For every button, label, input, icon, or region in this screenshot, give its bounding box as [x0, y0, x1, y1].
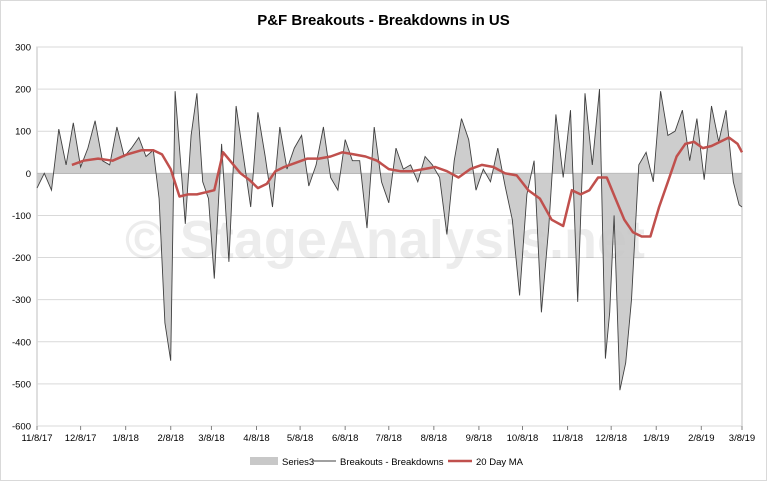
x-tick-label: 2/8/18 [158, 433, 184, 444]
series3-area [37, 89, 742, 391]
y-tick-label: -200 [12, 253, 31, 264]
x-tick-label: 6/8/18 [332, 433, 358, 444]
y-tick-label: -100 [12, 211, 31, 222]
y-tick-label: -300 [12, 295, 31, 306]
breakouts-breakdowns-line [36, 89, 743, 391]
x-tick-label: 1/8/19 [643, 433, 669, 444]
y-tick-label: -500 [12, 379, 31, 390]
y-tick-label: 200 [15, 85, 31, 96]
chart-title: P&F Breakouts - Breakdowns in US [257, 12, 510, 29]
legend-swatch-series3 [250, 457, 278, 465]
x-tick-label: 8/8/18 [421, 433, 447, 444]
y-tick-label: -400 [12, 337, 31, 348]
legend-label: Breakouts - Breakdowns [340, 457, 444, 468]
x-tick-label: 1/8/18 [112, 433, 138, 444]
breakouts-breakdowns-polyline [36, 89, 743, 391]
y-tick-label: -600 [12, 422, 31, 433]
x-tick-label: 11/8/17 [22, 433, 53, 444]
x-tick-label: 12/8/18 [595, 433, 627, 444]
x-tick-label: 3/8/19 [729, 433, 755, 444]
x-tick-label: 11/8/18 [552, 433, 583, 444]
y-axis: 300 200 100 0 -100 -200 -300 -400 -500 -600 [12, 43, 31, 433]
x-tick-label: 3/8/18 [198, 433, 224, 444]
x-tick-label: 2/8/19 [688, 433, 714, 444]
x-axis: 11/8/17 12/8/17 1/8/18 2/8/18 3/8/18 4/8/18 5/… [22, 426, 755, 444]
legend: Series3 Breakouts - Breakdowns 20 Day MA [250, 457, 524, 468]
x-tick-label: 7/8/18 [376, 433, 402, 444]
series3-area-fill [37, 89, 742, 391]
x-tick-label: 10/8/18 [507, 433, 539, 444]
y-tick-label: 0 [26, 169, 31, 180]
watermark: © StageAnalysis.net [125, 210, 645, 270]
x-tick-label: 12/8/17 [65, 433, 97, 444]
y-tick-label: 100 [15, 127, 31, 138]
ma-20-day-line [71, 136, 744, 238]
legend-label: 20 Day MA [476, 457, 524, 468]
y-tick-label: 300 [15, 43, 31, 54]
x-tick-label: 4/8/18 [243, 433, 269, 444]
x-tick-label: 9/8/18 [466, 433, 492, 444]
x-tick-label: 5/8/18 [287, 433, 313, 444]
ma-20-day-polyline [71, 136, 744, 238]
watermark-text: © StageAnalysis.net [125, 210, 645, 270]
legend-label: Series3 [282, 457, 314, 468]
